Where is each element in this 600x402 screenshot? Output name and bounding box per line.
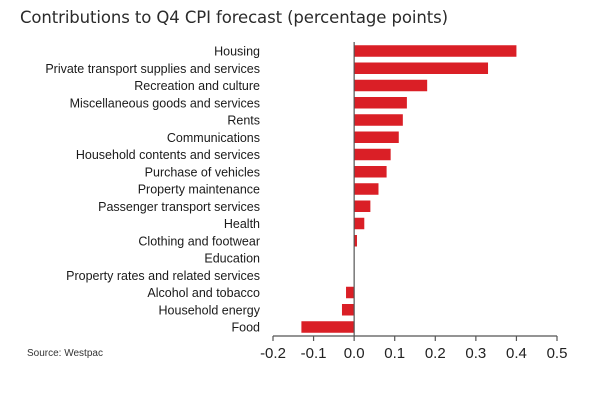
category-label: Household contents and services — [76, 148, 260, 162]
category-label: Household energy — [159, 303, 261, 317]
source-note: Source: Westpac — [27, 348, 103, 359]
bar-15 — [341, 304, 355, 316]
x-tick-label: 0.0 — [344, 345, 365, 362]
bar-7 — [354, 166, 387, 178]
category-label: Private transport supplies and services — [45, 62, 260, 76]
category-label: Alcohol and tobacco — [147, 286, 260, 300]
category-label: Health — [224, 217, 260, 231]
x-tick-label: 0.4 — [506, 345, 527, 362]
x-tick-label: -0.1 — [301, 345, 327, 362]
bar-2 — [354, 79, 428, 92]
bar-1 — [354, 62, 489, 74]
category-label: Education — [204, 252, 260, 266]
category-label: Recreation and culture — [134, 79, 260, 93]
bar-5 — [354, 131, 399, 143]
x-tick-label: 0.3 — [465, 345, 486, 362]
bar-8 — [354, 183, 379, 195]
bar-0 — [354, 45, 517, 57]
chart-title: Contributions to Q4 CPI forecast (percen… — [20, 8, 448, 27]
category-label: Purchase of vehicles — [145, 165, 260, 179]
bar-6 — [354, 148, 391, 161]
category-labels: Housing Private transport supplies and se… — [45, 45, 260, 335]
bar-14 — [346, 286, 355, 299]
x-ticks: -0.2 -0.1 0.0 0.1 0.2 0.3 0.4 0.5 — [260, 336, 567, 362]
bar-11 — [354, 235, 357, 247]
bar-4 — [354, 114, 403, 126]
category-label: Housing — [214, 45, 260, 59]
category-label: Communications — [167, 131, 260, 145]
bar-16 — [301, 321, 355, 333]
category-label: Property maintenance — [138, 183, 260, 197]
bar-9 — [354, 200, 371, 212]
category-label: Rents — [227, 114, 260, 128]
axes-group — [273, 42, 557, 337]
bar-10 — [354, 217, 365, 230]
category-label: Food — [232, 321, 261, 335]
category-label: Property rates and related services — [66, 269, 260, 283]
category-label: Passenger transport services — [98, 200, 260, 214]
bar-3 — [354, 97, 407, 109]
bars-group — [301, 45, 517, 333]
category-label: Clothing and footwear — [138, 234, 260, 248]
x-tick-label: -0.2 — [260, 345, 286, 362]
category-label: Miscellaneous goods and services — [70, 96, 260, 110]
x-tick-label: 0.2 — [425, 345, 446, 362]
x-tick-label: 0.1 — [384, 345, 405, 362]
x-tick-label: 0.5 — [547, 345, 568, 362]
